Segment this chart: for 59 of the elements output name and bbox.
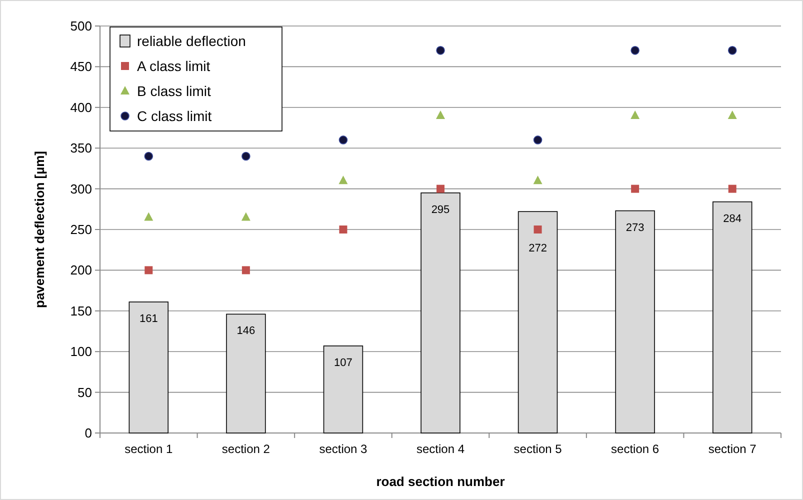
data-label: 161	[139, 312, 158, 325]
y-tick-label: 50	[78, 384, 92, 400]
point	[728, 184, 736, 193]
data-label: 107	[334, 356, 352, 369]
y-tick-label: 400	[70, 100, 92, 115]
y-tick-label: 100	[70, 344, 92, 360]
point	[630, 110, 640, 120]
y-tick-label: 450	[70, 59, 92, 74]
x-axis-title: road section number	[376, 474, 505, 489]
point	[338, 176, 348, 184]
x-tick-label: section 3	[319, 442, 368, 456]
y-tick-label: 200	[70, 262, 92, 278]
y-tick-label: 150	[70, 303, 92, 318]
bar	[712, 201, 752, 434]
legend-label: reliable deflection	[137, 33, 246, 49]
data-label: 295	[431, 204, 450, 216]
bar	[128, 302, 168, 434]
y-tick-label: 0	[84, 426, 92, 440]
point	[630, 46, 640, 55]
point	[436, 46, 445, 55]
x-tick-label: section 7	[708, 442, 757, 456]
legend-label: B class limit	[137, 83, 212, 99]
y-tick-label: 300	[70, 181, 92, 196]
point	[728, 110, 737, 120]
x-tick-label: section 6	[611, 442, 660, 456]
point	[144, 266, 153, 274]
bar	[518, 211, 558, 434]
bar	[420, 192, 460, 434]
point	[533, 136, 542, 144]
y-tick-label: 350	[70, 140, 92, 156]
y-tick-label: 500	[70, 18, 92, 34]
legend-label: A class limit	[137, 58, 210, 74]
x-tick-label: section 5	[514, 442, 562, 456]
point	[242, 152, 250, 161]
point	[144, 212, 154, 221]
data-label: 146	[236, 325, 256, 338]
point	[534, 226, 542, 234]
point	[241, 212, 250, 221]
point	[436, 110, 445, 120]
y-axis-title: pavement deflection [µm]	[32, 150, 47, 308]
bar	[615, 210, 655, 434]
point	[339, 226, 348, 234]
bar	[226, 314, 266, 434]
x-tick-label: section 2	[222, 442, 270, 456]
point	[728, 46, 737, 55]
point	[338, 136, 348, 144]
data-label: 273	[626, 222, 644, 234]
y-tick-label: 250	[70, 222, 92, 237]
bar	[323, 346, 364, 434]
data-label: 272	[528, 242, 547, 254]
legend-label: C class limit	[137, 108, 212, 124]
point	[533, 176, 542, 184]
data-label: 284	[723, 212, 742, 225]
point	[144, 152, 154, 161]
x-tick-label: section 4	[416, 442, 465, 456]
point	[436, 184, 444, 193]
x-tick-label: section 1	[124, 442, 173, 456]
point	[631, 184, 640, 193]
point	[242, 266, 250, 274]
